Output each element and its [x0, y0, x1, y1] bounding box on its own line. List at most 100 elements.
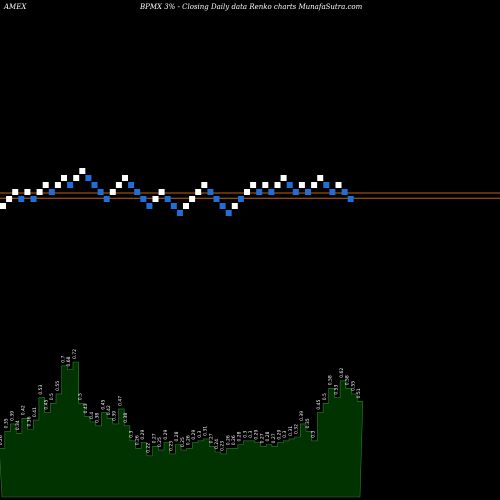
volume-value-label: 0.35: [305, 418, 311, 428]
renko-brick: [207, 189, 214, 195]
volume-value-label: 0.3: [242, 430, 248, 437]
renko-brick: [347, 196, 354, 202]
renko-brick: [256, 189, 263, 195]
renko-brick: [274, 182, 281, 188]
volume-value-label: 0.55: [55, 381, 61, 391]
renko-brick: [30, 196, 37, 202]
exchange-label: AMEX: [4, 3, 27, 11]
renko-brick: [244, 189, 250, 195]
renko-brick: [24, 189, 31, 195]
renko-brick: [268, 189, 275, 195]
volume-value-label: 0.3: [129, 430, 135, 437]
renko-brick: [54, 182, 61, 188]
volume-value-label: 0.28: [265, 431, 271, 441]
renko-brick: [164, 196, 171, 202]
volume-value-label: 0.27: [271, 433, 277, 443]
volume-value-label: 0.38: [123, 413, 129, 423]
volume-value-label: 0.47: [117, 396, 123, 406]
volume-value-label: 0.22: [146, 443, 152, 453]
renko-brick: [183, 203, 189, 209]
renko-brick: [158, 189, 165, 195]
volume-value-label: 0.26: [231, 435, 237, 445]
renko-brick: [36, 189, 43, 195]
renko-brick: [152, 196, 159, 202]
renko-brick: [176, 210, 183, 216]
renko-brick: [18, 196, 25, 202]
renko-brick: [201, 182, 208, 188]
volume-value-label: 0.5: [49, 393, 55, 400]
volume-labels: 0.260.350.390.340.420.360.410.530.450.50…: [0, 349, 362, 453]
volume-value-label: 0.28: [174, 431, 180, 441]
volume-value-label: 0.3: [311, 430, 317, 437]
renko-brick: [12, 189, 19, 195]
volume-value-label: 0.41: [32, 407, 38, 417]
volume-value-label: 0.29: [191, 429, 197, 439]
renko-brick: [189, 196, 196, 202]
volume-value-label: 0.38: [95, 413, 101, 423]
volume-value-label: 0.5: [322, 393, 328, 400]
renko-brick: [305, 189, 311, 195]
renko-brick: [48, 189, 55, 195]
volume-value-label: 0.23: [220, 441, 226, 451]
volume-value-label: 0.53: [38, 384, 44, 394]
volume-value-label: 0.27: [259, 433, 265, 443]
renko-brick: [329, 189, 336, 195]
renko-brick: [109, 189, 116, 195]
renko-brick: [61, 175, 67, 181]
volume-value-label: 0.26: [225, 435, 231, 445]
volume-value-label: 0.51: [356, 388, 362, 398]
volume-value-label: 0.31: [203, 426, 209, 436]
renko-brick: [67, 182, 74, 188]
renko-brick: [237, 196, 244, 202]
volume-value-label: 0.39: [112, 411, 118, 421]
volume-value-label: 0.62: [339, 368, 345, 378]
renko-brick: [225, 210, 232, 216]
renko-brick: [115, 182, 122, 188]
volume-value-label: 0.27: [208, 433, 214, 443]
renko-brick: [213, 196, 220, 202]
renko-brick: [341, 189, 348, 195]
volume-value-label: 0.28: [237, 431, 243, 441]
volume-area-path: [0, 361, 364, 498]
volume-value-label: 0.3: [197, 430, 203, 437]
renko-brick: [195, 189, 202, 195]
renko-brick: [170, 203, 177, 209]
volume-value-label: 0.58: [345, 375, 351, 385]
volume-value-label: 0.58: [328, 375, 334, 385]
volume-value-label: 0.55: [350, 381, 356, 391]
volume-value-label: 0.29: [163, 429, 169, 439]
renko-brick: [140, 196, 147, 202]
renko-brick: [79, 168, 86, 174]
volume-value-label: 0.26: [134, 435, 140, 445]
renko-brick: [280, 175, 287, 181]
volume-value-label: 0.4: [89, 412, 95, 419]
volume-value-label: 0.72: [72, 349, 78, 359]
volume-value-label: 0.53: [333, 384, 339, 394]
renko-brick: [134, 189, 141, 195]
volume-value-label: 0.26: [186, 435, 192, 445]
renko-brick: [286, 182, 293, 188]
renko-brick: [97, 189, 104, 195]
renko-brick: [73, 175, 80, 181]
volume-value-label: 0.45: [43, 399, 49, 409]
renko-brick: [317, 175, 324, 181]
renko-brick: [292, 189, 299, 195]
volume-value-label: 0.23: [168, 441, 174, 451]
renko-brick: [6, 196, 13, 202]
renko-brick: [42, 182, 49, 188]
volume-value-label: 0.43: [83, 403, 89, 413]
renko-brick: [262, 182, 269, 188]
volume-value-label: 0.3: [282, 430, 288, 437]
volume-value-label: 0.35: [4, 418, 10, 428]
volume-value-label: 0.45: [100, 399, 106, 409]
renko-brick: [0, 203, 6, 209]
renko-brick: [122, 175, 128, 181]
volume-value-label: 0.29: [254, 429, 260, 439]
volume-value-label: 0.36: [26, 416, 32, 426]
volume-value-label: 0.3: [248, 430, 254, 437]
volume-value-label: 0.31: [288, 426, 294, 436]
renko-brick: [91, 182, 98, 188]
renko-brick: [219, 203, 226, 209]
renko-brick: [231, 203, 238, 209]
renko-brick: [335, 182, 342, 188]
